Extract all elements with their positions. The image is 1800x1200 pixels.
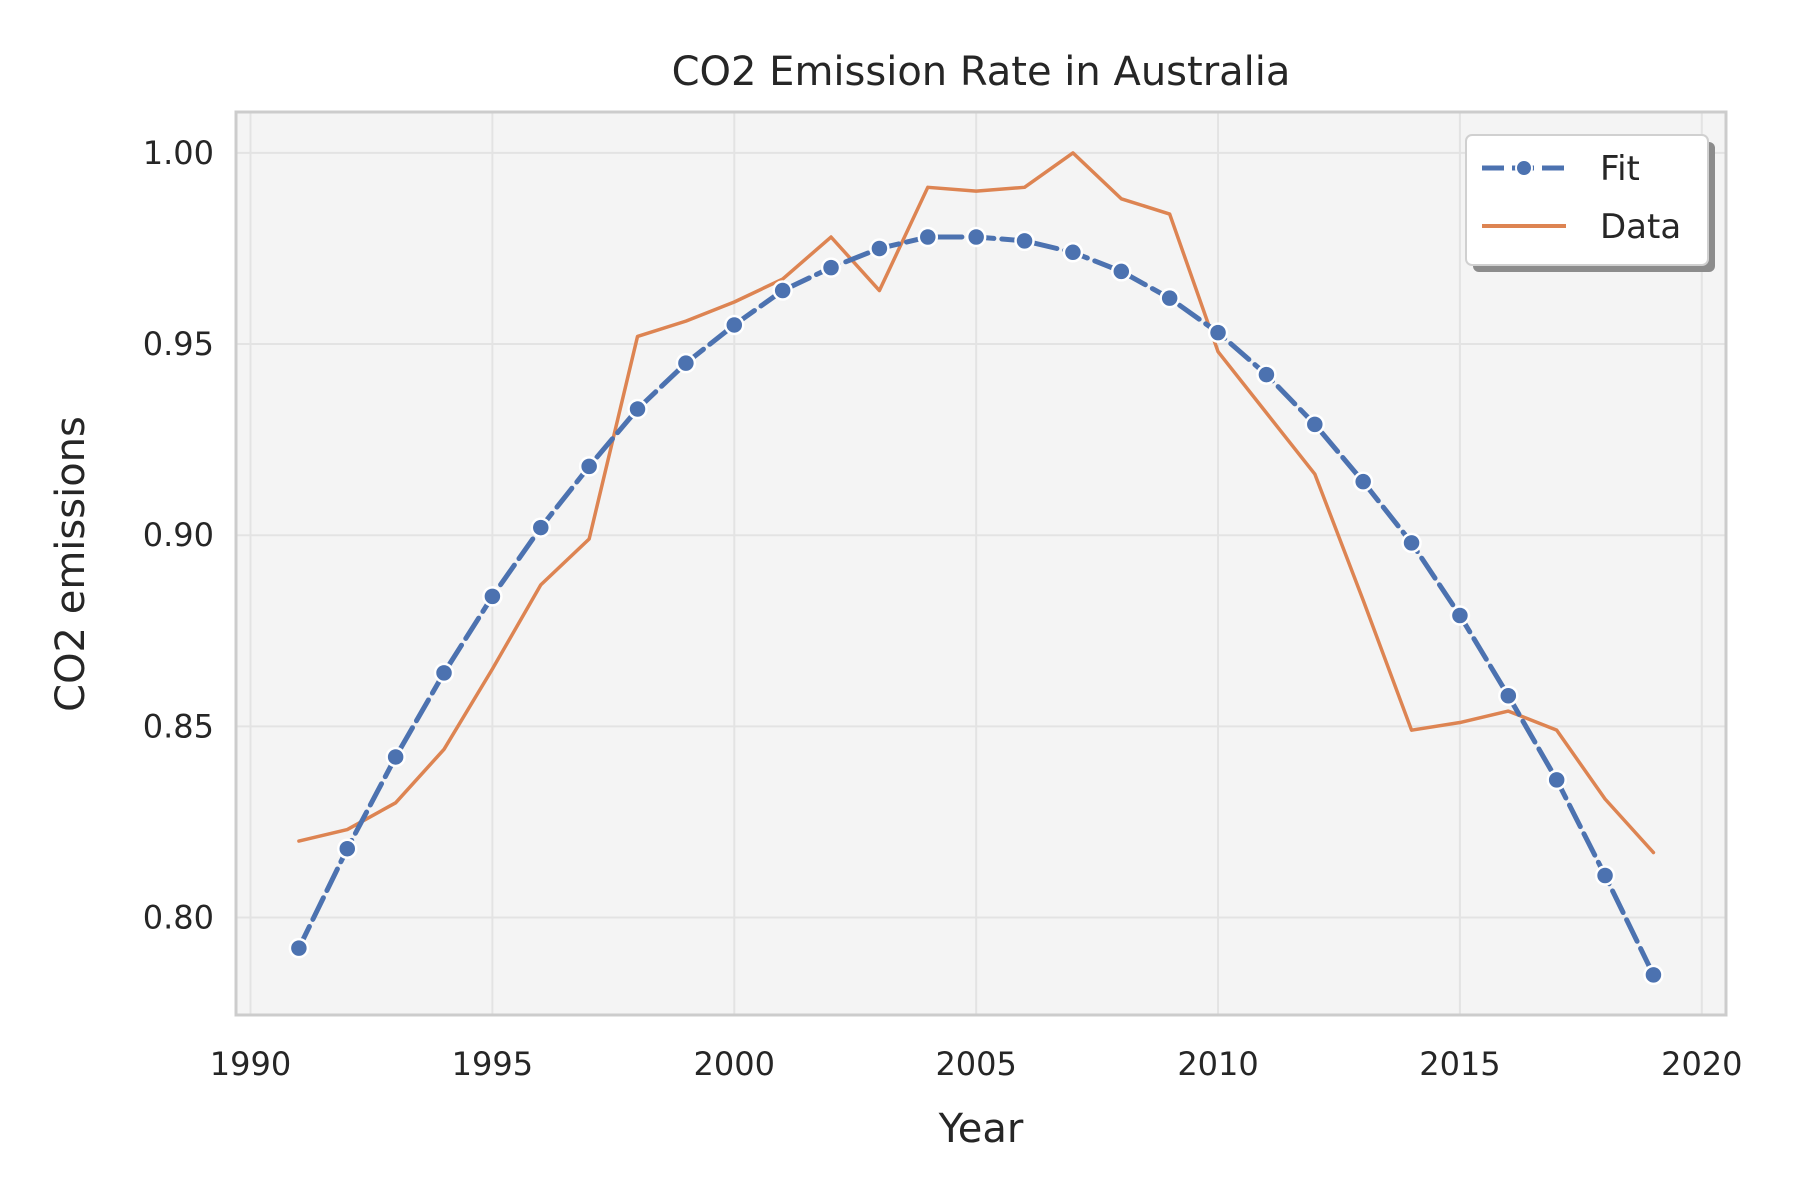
plot-frame	[234, 110, 1728, 1017]
data-point-fit	[530, 517, 552, 538]
y-tick-label: 0.85	[143, 707, 214, 745]
y-axis-ticks: 0.80 0.85 0.90 0.95 1.00	[143, 134, 214, 937]
data-point-fit	[627, 398, 648, 420]
legend-data-label: Data	[1600, 207, 1681, 247]
data-point-fit	[724, 314, 745, 336]
x-tick-label: 1990	[210, 1045, 291, 1083]
x-tick-label: 2000	[694, 1045, 775, 1083]
data-point-fit	[1159, 287, 1180, 309]
y-tick-label: 0.80	[143, 899, 214, 937]
legend-fit-marker	[1515, 159, 1533, 177]
data-point-fit	[917, 226, 939, 248]
data-point-fit	[288, 937, 310, 959]
legend-fit-label: Fit	[1600, 149, 1640, 189]
y-tick-label: 0.95	[143, 325, 214, 363]
x-tick-label: 2010	[1177, 1045, 1258, 1083]
x-tick-label: 2005	[935, 1045, 1016, 1083]
y-tick-label: 1.00	[143, 134, 214, 172]
data-point-fit	[1111, 261, 1132, 282]
chart-title: CO2 Emission Rate in Australia	[672, 49, 1291, 95]
data-point-fit	[820, 257, 842, 278]
data-point-fit	[1256, 364, 1277, 385]
data-point-fit	[578, 456, 600, 477]
data-point-fit	[433, 662, 455, 684]
y-axis-title: CO2 emissions	[48, 416, 94, 712]
x-tick-label: 2015	[1419, 1045, 1500, 1083]
data-point-fit	[1594, 865, 1616, 886]
series-line-data	[297, 151, 1656, 855]
data-point-fit	[675, 352, 697, 374]
data-point-fit	[772, 280, 793, 301]
data-point-fit	[965, 226, 987, 248]
data-point-fit	[482, 586, 503, 607]
data-point-fit	[1401, 532, 1422, 554]
data-point-fit	[1643, 964, 1664, 986]
x-axis-ticks: 1990 1995 2000 2005 2010 2015 2020	[210, 1045, 1743, 1083]
data-point-fit	[1304, 414, 1326, 435]
legend: Fit Data	[1465, 134, 1715, 272]
x-axis-title: Year	[938, 1106, 1024, 1152]
x-tick-label: 2020	[1661, 1045, 1742, 1083]
y-tick-label: 0.90	[143, 516, 214, 554]
data-point-fit	[385, 746, 406, 768]
series-layer	[288, 151, 1664, 986]
data-point-fit	[1498, 685, 1519, 707]
data-point-fit	[1062, 242, 1084, 263]
data-point-fit	[869, 238, 890, 259]
data-point-fit	[1207, 322, 1229, 343]
data-point-fit	[337, 838, 358, 859]
grid-lines	[236, 112, 1726, 1015]
data-point-fit	[1014, 230, 1035, 252]
data-point-fit	[1546, 769, 1567, 791]
data-point-fit	[1352, 471, 1374, 492]
x-tick-label: 1995	[452, 1045, 533, 1083]
data-point-fit	[1449, 605, 1471, 626]
